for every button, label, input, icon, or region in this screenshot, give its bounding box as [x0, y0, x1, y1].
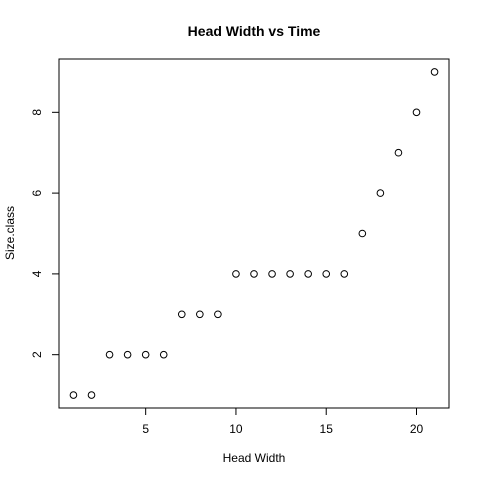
plot-area-frame	[58, 58, 450, 409]
data-point	[87, 391, 96, 399]
y-axis: 2 4 6 8	[30, 109, 59, 358]
data-point	[177, 310, 186, 319]
data-point	[286, 270, 294, 278]
data-point	[340, 270, 349, 278]
y-axis-label: Size.class	[3, 206, 17, 260]
data-point	[268, 270, 276, 278]
data-point	[214, 310, 222, 319]
data-point	[141, 350, 150, 359]
data-point	[196, 310, 204, 319]
data-point	[69, 391, 78, 399]
data-point	[304, 270, 312, 278]
y-tick-label: 4	[30, 270, 44, 277]
y-tick-label: 8	[30, 109, 44, 116]
data-point	[430, 68, 439, 76]
x-tick-label: 5	[142, 422, 149, 436]
data-point	[412, 108, 421, 117]
data-point	[376, 189, 385, 197]
data-point	[250, 270, 258, 278]
y-tick-label: 2	[30, 351, 44, 358]
x-tick-label: 10	[229, 422, 243, 436]
x-tick-label: 20	[410, 422, 424, 436]
x-axis-label: Head Width	[223, 451, 286, 465]
data-point	[123, 350, 132, 359]
data-points	[69, 68, 439, 399]
data-point	[322, 270, 331, 278]
x-axis: 5 10 15 20	[142, 408, 423, 436]
data-point	[159, 350, 168, 359]
data-point	[232, 270, 240, 278]
data-point	[358, 229, 367, 238]
data-point	[394, 148, 403, 157]
data-point	[105, 350, 114, 359]
x-tick-label: 15	[320, 422, 334, 436]
chart-title: Head Width vs Time	[188, 23, 321, 39]
y-tick-label: 6	[30, 189, 44, 196]
